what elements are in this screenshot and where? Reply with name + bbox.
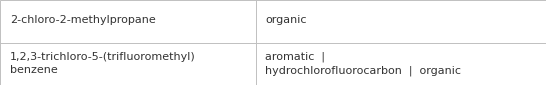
Text: 2-chloro-2-methylpropane: 2-chloro-2-methylpropane <box>10 15 156 25</box>
Text: aromatic  |
hydrochlorofluorocarbon  |  organic: aromatic | hydrochlorofluorocarbon | org… <box>265 52 461 76</box>
Text: 1,2,3-trichloro-5-(trifluoromethyl)
benzene: 1,2,3-trichloro-5-(trifluoromethyl) benz… <box>10 52 195 75</box>
Text: organic: organic <box>265 15 307 25</box>
